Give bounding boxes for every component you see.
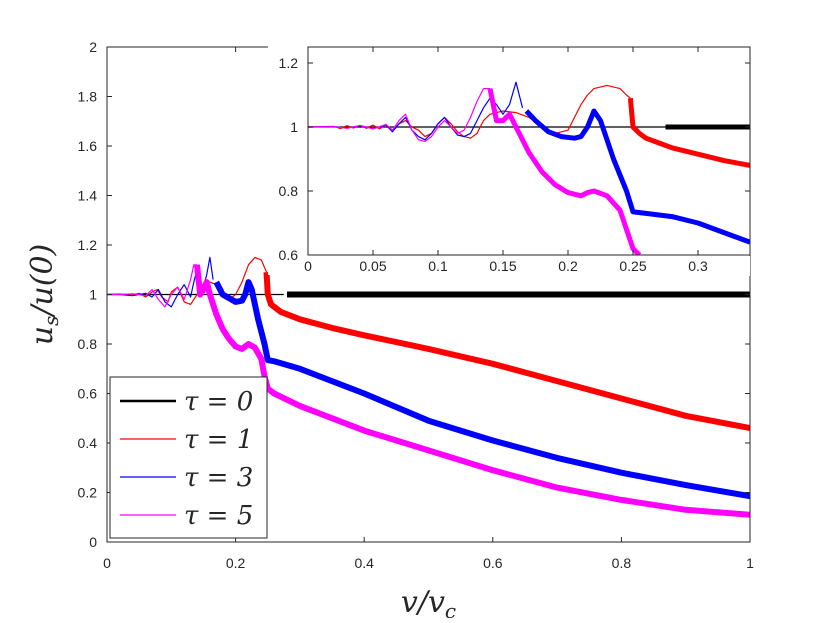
legend-label-tau3: τ = 3 — [184, 463, 253, 493]
main-ytick-label: 2 — [89, 39, 97, 55]
main-ytick-label: 0.4 — [78, 435, 98, 451]
inset-xtick-label: 0.05 — [359, 258, 386, 274]
inset-ylabel-band — [268, 45, 308, 275]
inset-line-tau3-thick — [524, 108, 750, 245]
main-ytick-label: 1.4 — [78, 187, 98, 203]
inset-line-tau1-thick — [627, 97, 750, 168]
main-xtick-label: 0 — [103, 555, 111, 571]
main-xtick-label: 0.2 — [226, 555, 246, 571]
inset-xtick-label: 0.15 — [489, 258, 516, 274]
main-series-group — [107, 256, 750, 518]
main-ytick-label: 0.8 — [78, 336, 98, 352]
legend-box — [109, 376, 268, 539]
inset-ytick-label: 0.8 — [279, 183, 299, 199]
main-line-tau1-thin — [107, 256, 268, 305]
inset-plot: 0 0.05 0.1 0.15 0.2 0.25 0.3 0.6 0.8 1 1.2 — [268, 45, 751, 276]
main-xtick-label: 1 — [746, 555, 754, 571]
main-xtick-label: 0.6 — [483, 555, 503, 571]
main-ytick-label: 0.2 — [78, 484, 98, 500]
main-ytick-label: 0.6 — [78, 385, 98, 401]
inset-ytick-label: 1.2 — [279, 55, 299, 71]
inset-line-tau5-thick — [487, 88, 642, 255]
inset-ytick-label: 0.6 — [279, 247, 299, 263]
main-xtick-label: 0.4 — [354, 555, 374, 571]
inset-line-tau1-thin — [308, 84, 631, 139]
main-line-tau5-thin — [107, 264, 197, 308]
inset-xtick-label: 0 — [304, 258, 312, 274]
main-ytick-label: 1.8 — [78, 88, 98, 104]
main-x-axis-title: v/vc — [401, 585, 456, 618]
inset-xtick-label: 0.2 — [558, 258, 578, 274]
legend: τ = 0 τ = 1 τ = 3 τ = 5 — [109, 376, 268, 539]
legend-label-tau1: τ = 1 — [184, 425, 253, 455]
main-ytick-label: 1.6 — [78, 138, 98, 154]
legend-label-tau5: τ = 5 — [184, 501, 253, 531]
inset-xtick-label: 0.25 — [619, 258, 646, 274]
main-ytick-label: 0 — [89, 534, 97, 550]
main-line-tau1-thick — [263, 272, 750, 432]
inset-line-tau5-thin — [308, 88, 490, 142]
inset-series-group — [308, 81, 750, 255]
main-line-tau5-thick — [194, 264, 750, 518]
inset-ytick-label: 1 — [290, 119, 298, 135]
main-line-tau3-thick — [213, 279, 750, 500]
inset-label-band — [280, 256, 750, 276]
main-ytick-label: 1.2 — [78, 237, 98, 253]
main-ytick-label: 1 — [89, 286, 97, 302]
inset-xtick-label: 0.3 — [688, 258, 708, 274]
main-xtick-label: 0.8 — [612, 555, 632, 571]
inset-xtick-label: 0.1 — [428, 258, 448, 274]
inset-axes-frame — [307, 46, 751, 256]
main-y-axis-title: us/u(0) — [25, 244, 63, 346]
legend-label-tau0: τ = 0 — [184, 387, 253, 417]
